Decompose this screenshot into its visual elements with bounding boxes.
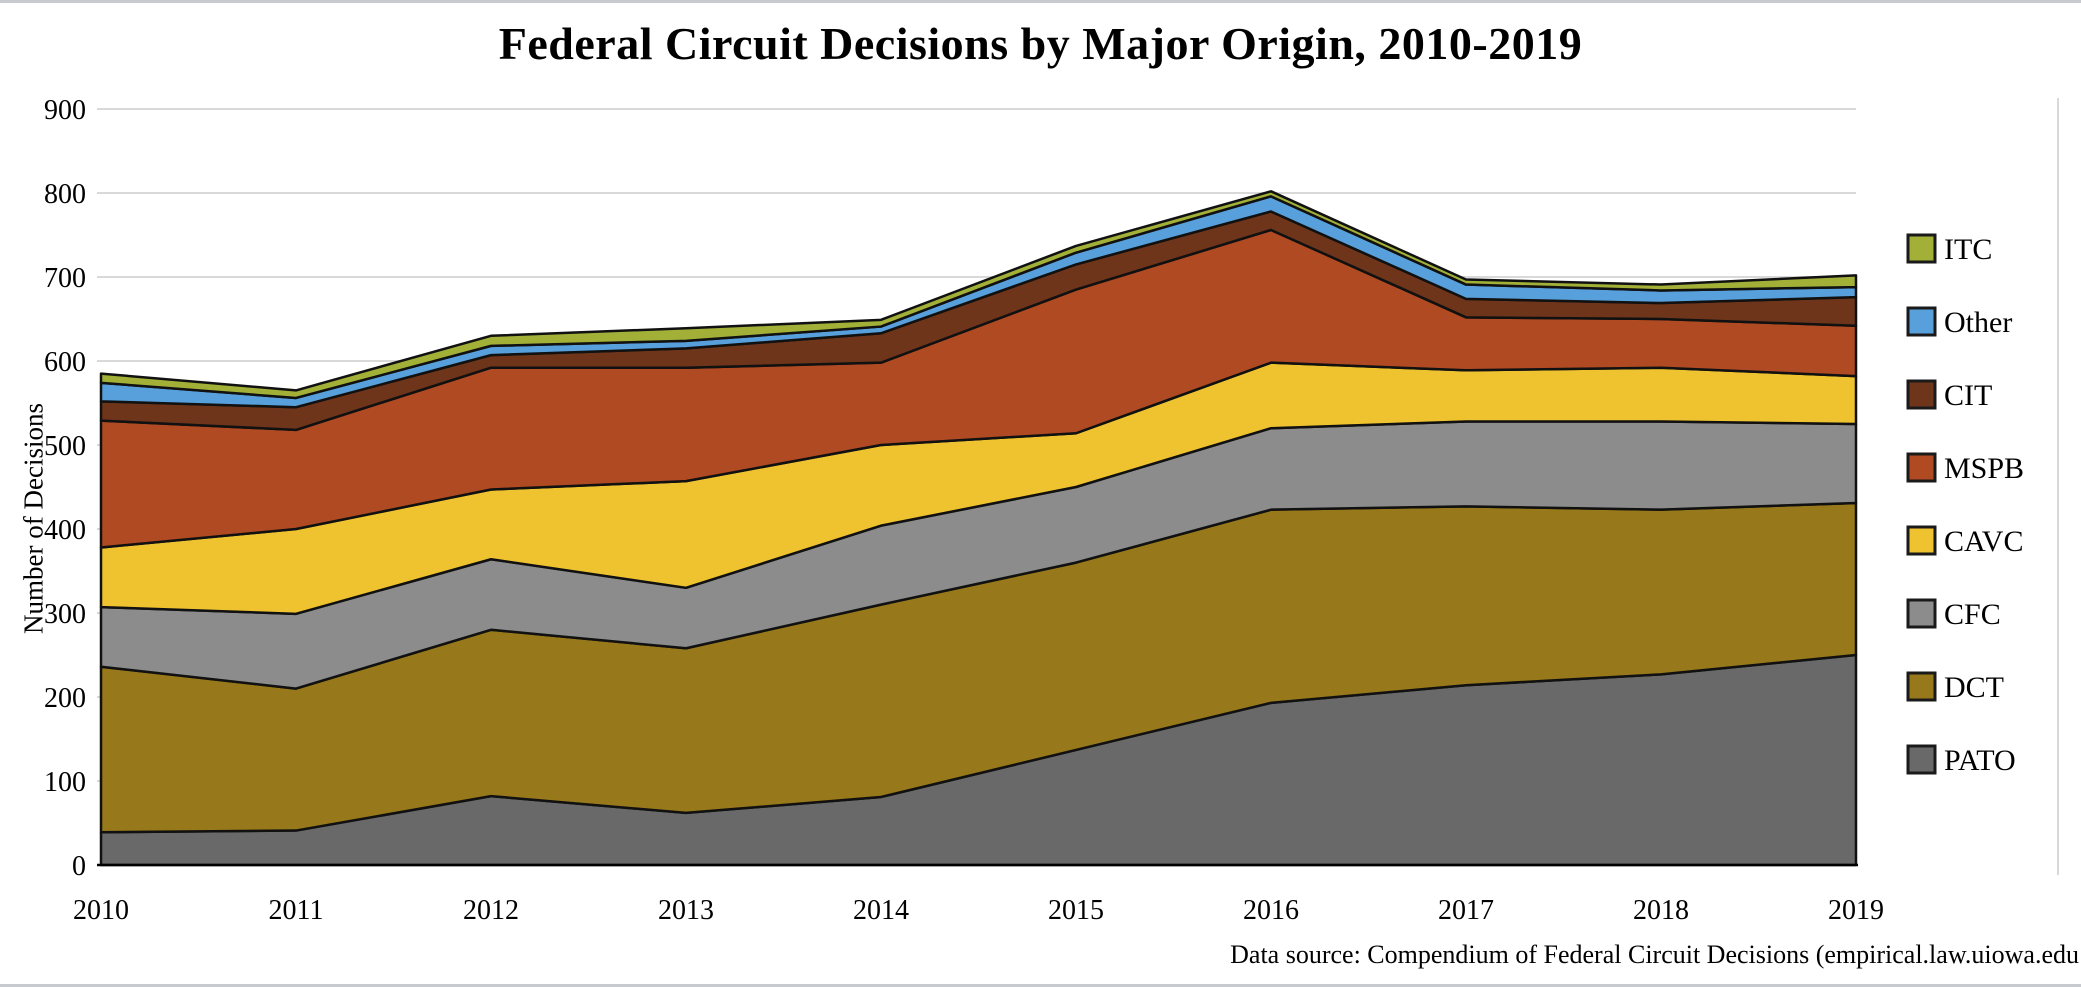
y-tick-label: 800 xyxy=(44,179,86,210)
x-tick-label: 2010 xyxy=(73,895,129,926)
y-tick-label: 400 xyxy=(44,515,86,546)
legend-swatch-itc xyxy=(1906,233,1937,264)
x-tick-label: 2017 xyxy=(1438,895,1494,926)
legend-swatch-mspb xyxy=(1906,452,1937,483)
x-tick-label: 2019 xyxy=(1828,895,1884,926)
legend-label: PATO xyxy=(1944,744,2016,777)
legend-item-mspb: MSPB xyxy=(1906,452,2024,485)
y-tick-label: 100 xyxy=(44,767,86,798)
legend-item-cit: CIT xyxy=(1906,379,1992,412)
legend-label: CIT xyxy=(1944,379,1992,412)
x-tick-label: 2014 xyxy=(853,895,909,926)
legend-item-dct: DCT xyxy=(1906,671,2004,704)
legend-swatch-cit xyxy=(1906,379,1937,410)
legend-swatch-dct xyxy=(1906,671,1937,702)
y-axis-title: Number of Decisions xyxy=(18,403,49,634)
legend-item-itc: ITC xyxy=(1906,233,1992,266)
y-tick-label: 700 xyxy=(44,263,86,294)
stacked-area-plot: 0 100 200 300 400 500 600 700 800 900 2010 2011 2012… xyxy=(44,95,2059,926)
x-tick-label: 2016 xyxy=(1243,895,1299,926)
x-tick-label: 2018 xyxy=(1633,895,1689,926)
legend-label: DCT xyxy=(1944,671,2004,704)
x-tick-label: 2012 xyxy=(463,895,519,926)
y-tick-label: 500 xyxy=(44,431,86,462)
x-tick-label: 2013 xyxy=(658,895,714,926)
legend-swatch-other xyxy=(1906,306,1937,337)
legend-label: ITC xyxy=(1944,233,1992,266)
legend-label: CAVC xyxy=(1944,525,2023,558)
legend-label: CFC xyxy=(1944,598,2001,631)
legend-item-cavc: CAVC xyxy=(1906,525,2023,558)
area-band-itc xyxy=(99,190,1858,400)
legend-label: MSPB xyxy=(1944,452,2024,485)
y-tick-label: 300 xyxy=(44,599,86,630)
legend-item-other: Other xyxy=(1906,306,2012,339)
data-source-note: Data source: Compendium of Federal Circu… xyxy=(1230,940,2079,969)
y-tick-label: 0 xyxy=(72,851,86,882)
legend-swatch-pato xyxy=(1906,744,1937,775)
x-tick-label: 2011 xyxy=(269,895,324,926)
y-tick-label: 900 xyxy=(44,95,86,126)
y-tick-label: 200 xyxy=(44,683,86,714)
x-tick-label: 2015 xyxy=(1048,895,1104,926)
y-tick-label: 600 xyxy=(44,347,86,378)
chart-title: Federal Circuit Decisions by Major Origi… xyxy=(498,18,1583,69)
legend-item-cfc: CFC xyxy=(1906,598,2001,631)
legend-swatch-cavc xyxy=(1906,525,1937,556)
legend-label: Other xyxy=(1944,306,2012,339)
legend-swatch-cfc xyxy=(1906,598,1937,629)
legend-item-pato: PATO xyxy=(1906,744,2016,777)
